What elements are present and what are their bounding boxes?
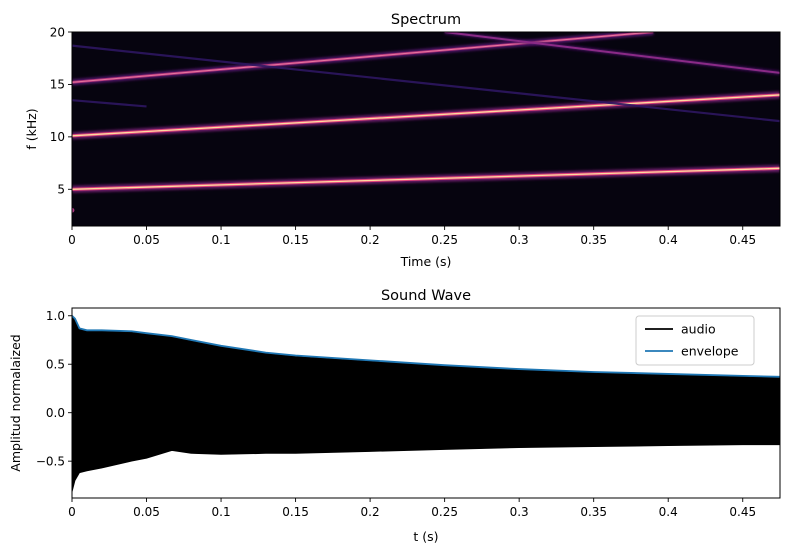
sound-wave-x-tick-label: 0.4	[659, 505, 678, 519]
spectrum-x-tick-label: 0.1	[212, 233, 231, 247]
spectrogram-harmonics	[72, 32, 780, 213]
sound-wave-axes-frame	[71, 307, 781, 499]
sound-wave-x-tick-label: 0.05	[133, 505, 160, 519]
spectrum-y-tick-label: 5	[57, 183, 65, 197]
sound-wave-x-tick-label: 0.1	[212, 505, 231, 519]
spectrum-title: Spectrum	[391, 12, 461, 28]
sound-wave-x-tick-label: 0.3	[510, 505, 529, 519]
sound-wave-y-tick-label: −0.5	[36, 454, 65, 468]
spectrum-x-tick-label: 0.05	[133, 233, 160, 247]
sound-wave-x-tick-label: 0.15	[282, 505, 309, 519]
harmonic-harmonic-3	[72, 32, 654, 86]
sound-wave-y-tick-label: 0.5	[46, 358, 65, 372]
sound-wave-y-tick-label: 1.0	[46, 309, 65, 323]
spectrum-axes-frame	[71, 31, 781, 227]
harmonic-fundamental	[72, 164, 780, 193]
legend: audio envelope	[635, 315, 755, 366]
spectrum-x-tick-label: 0.2	[361, 233, 380, 247]
spectrum-y-tick-label: 15	[50, 78, 65, 92]
sound-wave-series	[72, 315, 780, 493]
spectrum-y-tick-label: 20	[50, 25, 65, 39]
legend-envelope-label: envelope	[681, 344, 739, 359]
sound-wave-x-axis-label: t (s)	[413, 529, 438, 544]
sound-wave-x-tick-label: 0	[68, 505, 76, 519]
audio-series	[72, 315, 780, 493]
harmonic-faint-2	[72, 99, 147, 108]
spectrum-y-axis-label: f (kHz)	[24, 108, 39, 149]
sound-wave-x-tick-label: 0.2	[361, 505, 380, 519]
sound-wave-y-tick-label: 0.0	[46, 406, 65, 420]
sound-wave-title: Sound Wave	[381, 288, 471, 304]
spectrum-x-tick-label: 0	[68, 233, 76, 247]
sound-wave-x-tick-label: 0.25	[431, 505, 458, 519]
spectrum-x-axis-label: Time (s)	[400, 254, 452, 269]
sound-wave-y-axis-label: Amplitud normalaized	[8, 334, 23, 471]
legend-audio-label: audio	[681, 322, 716, 337]
spectrum-x-ticks: 0 0.05 0.1 0.15 0.2 0.25 0.3 0.35 0.4 0.45	[68, 226, 756, 247]
harmonic-faint-1	[72, 44, 780, 123]
spectrum-x-tick-label: 0.25	[431, 233, 458, 247]
spectrum-x-tick-label: 0.3	[510, 233, 529, 247]
spectrum-x-tick-label: 0.45	[729, 233, 756, 247]
harmonic-harmonic-2	[72, 91, 780, 140]
sound-wave-x-tick-label: 0.35	[580, 505, 607, 519]
harmonic-alias-falling	[444, 32, 780, 75]
sound-wave-x-ticks: 0 0.05 0.1 0.15 0.2 0.25 0.3 0.35 0.4 0.45	[68, 498, 756, 519]
spectrogram-start-spot	[72, 207, 75, 213]
spectrum-y-tick-label: 10	[50, 130, 65, 144]
spectrum-y-ticks: 5 10 15 20	[50, 25, 72, 197]
sound-wave-x-tick-label: 0.45	[729, 505, 756, 519]
spectrum-plot: Spectrum 0 0.05 0.1 0.15 0.2 0.25 0.3 0.35 0.4 0.…	[24, 12, 781, 269]
spectrum-x-tick-label: 0.15	[282, 233, 309, 247]
sound-wave-y-ticks: 1.0 0.5 0.0 −0.5	[36, 309, 72, 468]
envelope-series	[72, 315, 780, 378]
sound-wave-plot: Sound Wave 0 0.05 0.1 0.15 0.2 0.25 0.3 0.35 0.4…	[8, 288, 781, 544]
spectrum-x-tick-label: 0.4	[659, 233, 678, 247]
spectrum-x-tick-label: 0.35	[580, 233, 607, 247]
